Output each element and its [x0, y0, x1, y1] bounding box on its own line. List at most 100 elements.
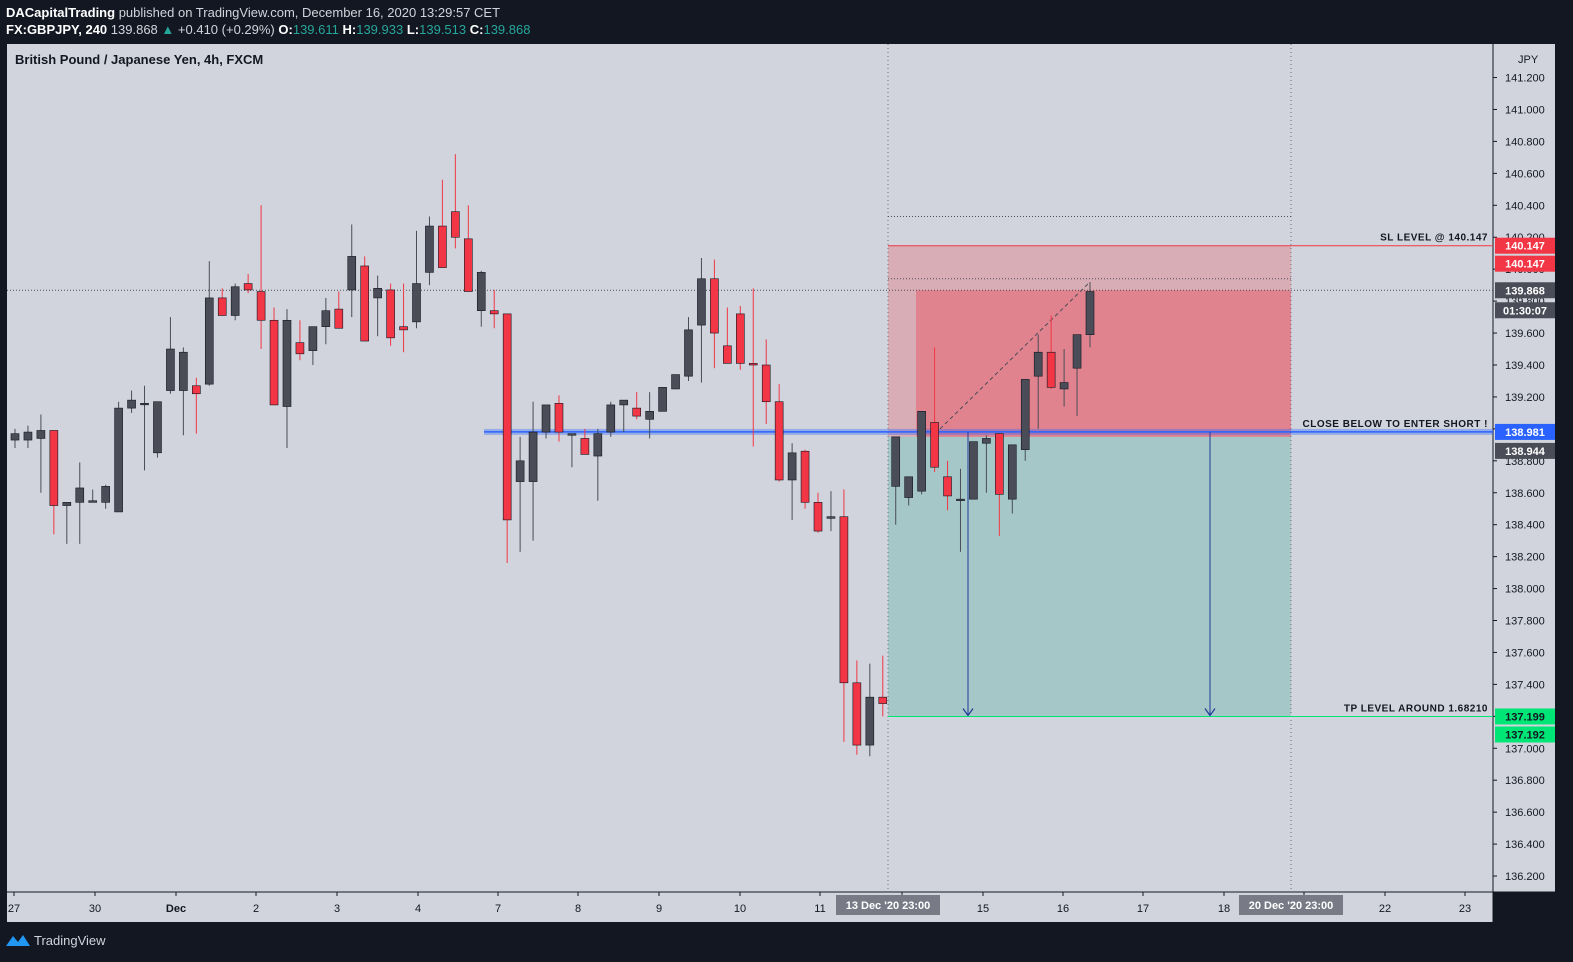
candle-body: [334, 308, 344, 329]
candle-body: [347, 256, 357, 291]
currency-label: JPY: [1518, 54, 1539, 66]
y-tick-label: 136.600: [1505, 807, 1545, 819]
x-tick-label: 2: [253, 903, 259, 915]
x-tick-label: 18: [1218, 903, 1230, 915]
candle-body: [671, 374, 680, 390]
annotation-label: SL LEVEL @ 140.147: [1380, 233, 1488, 244]
candle-body: [684, 329, 693, 377]
footer-brand[interactable]: TradingView: [34, 933, 106, 948]
candle-body: [787, 452, 797, 481]
candle-body: [736, 313, 745, 364]
y-tick-label: 139.600: [1505, 328, 1545, 340]
candle-body: [541, 404, 551, 433]
candle-body: [153, 401, 162, 454]
candle-body: [865, 696, 875, 746]
y-tick-label: 138.400: [1505, 520, 1545, 532]
y-tick-label: 140.600: [1505, 168, 1545, 180]
price-axis[interactable]: [1493, 44, 1555, 892]
price-label-box: [1495, 726, 1555, 743]
candle-body: [748, 363, 758, 366]
candle-body: [204, 297, 214, 385]
candle-body: [619, 399, 629, 406]
x-tick-label: 11: [814, 903, 825, 915]
candle-body: [88, 500, 98, 503]
candle-body: [774, 401, 784, 481]
candle-body: [476, 272, 486, 311]
candle-body: [464, 238, 473, 292]
candle-body: [243, 283, 253, 291]
close-label: C:: [469, 22, 484, 37]
candle-body: [230, 286, 240, 316]
candle-body: [140, 403, 149, 406]
candle-body: [386, 289, 395, 339]
y-tick-label: 141.200: [1505, 73, 1545, 85]
candle-body: [891, 436, 901, 487]
publisher-name[interactable]: DACapitalTrading: [6, 5, 116, 20]
candle-body: [75, 487, 85, 503]
candle-body: [645, 411, 654, 420]
publisher-line: DACapitalTrading published on TradingVie…: [6, 5, 500, 20]
low-value: 139.513: [419, 22, 467, 37]
candle-body: [554, 403, 564, 433]
y-tick-label: 138.600: [1505, 488, 1545, 500]
candle-body: [956, 498, 965, 501]
candle-body: [373, 288, 382, 299]
candle-body: [412, 283, 421, 323]
candle-body: [826, 516, 836, 519]
y-tick-label: 139.200: [1505, 392, 1545, 404]
chart-area[interactable]: British Pound / Japanese Yen, 4h, FXCM J…: [0, 44, 1573, 922]
price-label-text: 138.981: [1505, 427, 1545, 439]
annotation-label: TP LEVEL AROUND 1.68210: [1344, 703, 1488, 714]
candle-body: [101, 486, 110, 503]
candle-body: [321, 310, 331, 327]
x-tick-label: 17: [1137, 903, 1149, 915]
candle-body: [943, 476, 952, 497]
candle-body: [528, 431, 538, 482]
price-label-box: [1495, 442, 1555, 459]
annotations: SL LEVEL @ 140.147 CLOSE BELOW TO ENTER S…: [1303, 233, 1488, 715]
candle-body: [127, 399, 136, 409]
tradingview-logo-icon: [6, 935, 30, 946]
candle-body: [697, 278, 706, 326]
high-label: H:: [342, 22, 357, 37]
candle-body: [308, 326, 318, 351]
price-label-text: 140.147: [1505, 259, 1545, 271]
candle-body: [282, 319, 292, 407]
y-tick-label: 138.200: [1505, 552, 1545, 564]
low-label: L:: [406, 22, 420, 37]
candle-body: [1059, 382, 1069, 390]
candle-body: [723, 345, 732, 364]
arrow-down-icon: [1204, 708, 1216, 717]
candle-body: [852, 682, 862, 746]
open-label: O:: [278, 22, 293, 37]
candle-body: [593, 433, 603, 457]
time-label-text: 13 Dec '20 23:00: [846, 900, 931, 912]
x-tick-label: 16: [1057, 903, 1069, 915]
high-value: 139.933: [356, 22, 404, 37]
price-label-box: [1495, 708, 1555, 725]
candle-body: [269, 319, 279, 406]
x-tick-label: 8: [575, 903, 581, 915]
candle-body: [878, 696, 888, 704]
candle-body: [1007, 444, 1017, 500]
arrow-down-icon: [962, 708, 974, 717]
y-tick-label: 137.800: [1505, 616, 1545, 628]
take-profit-zone: [888, 436, 1291, 717]
price-change: +0.410 (+0.29%): [177, 22, 275, 37]
candle-body: [114, 407, 123, 513]
candle-body: [515, 460, 525, 482]
x-tick-label: 4: [415, 903, 421, 915]
candle-body: [23, 431, 33, 441]
level-lines: [7, 44, 1493, 892]
candle-body: [360, 265, 369, 342]
candle-body: [295, 342, 305, 355]
candle-body: [438, 225, 447, 268]
right-scrollbar[interactable]: [1555, 44, 1573, 922]
candle-body: [904, 476, 913, 498]
y-tick-label: 141.000: [1505, 104, 1545, 116]
annotation-label: CLOSE BELOW TO ENTER SHORT !: [1303, 419, 1488, 430]
price-label-text: 01:30:07: [1503, 305, 1547, 317]
y-tick-label: 137.000: [1505, 743, 1545, 755]
x-tick-label: 9: [656, 903, 662, 915]
price-label-box: [1495, 237, 1555, 254]
